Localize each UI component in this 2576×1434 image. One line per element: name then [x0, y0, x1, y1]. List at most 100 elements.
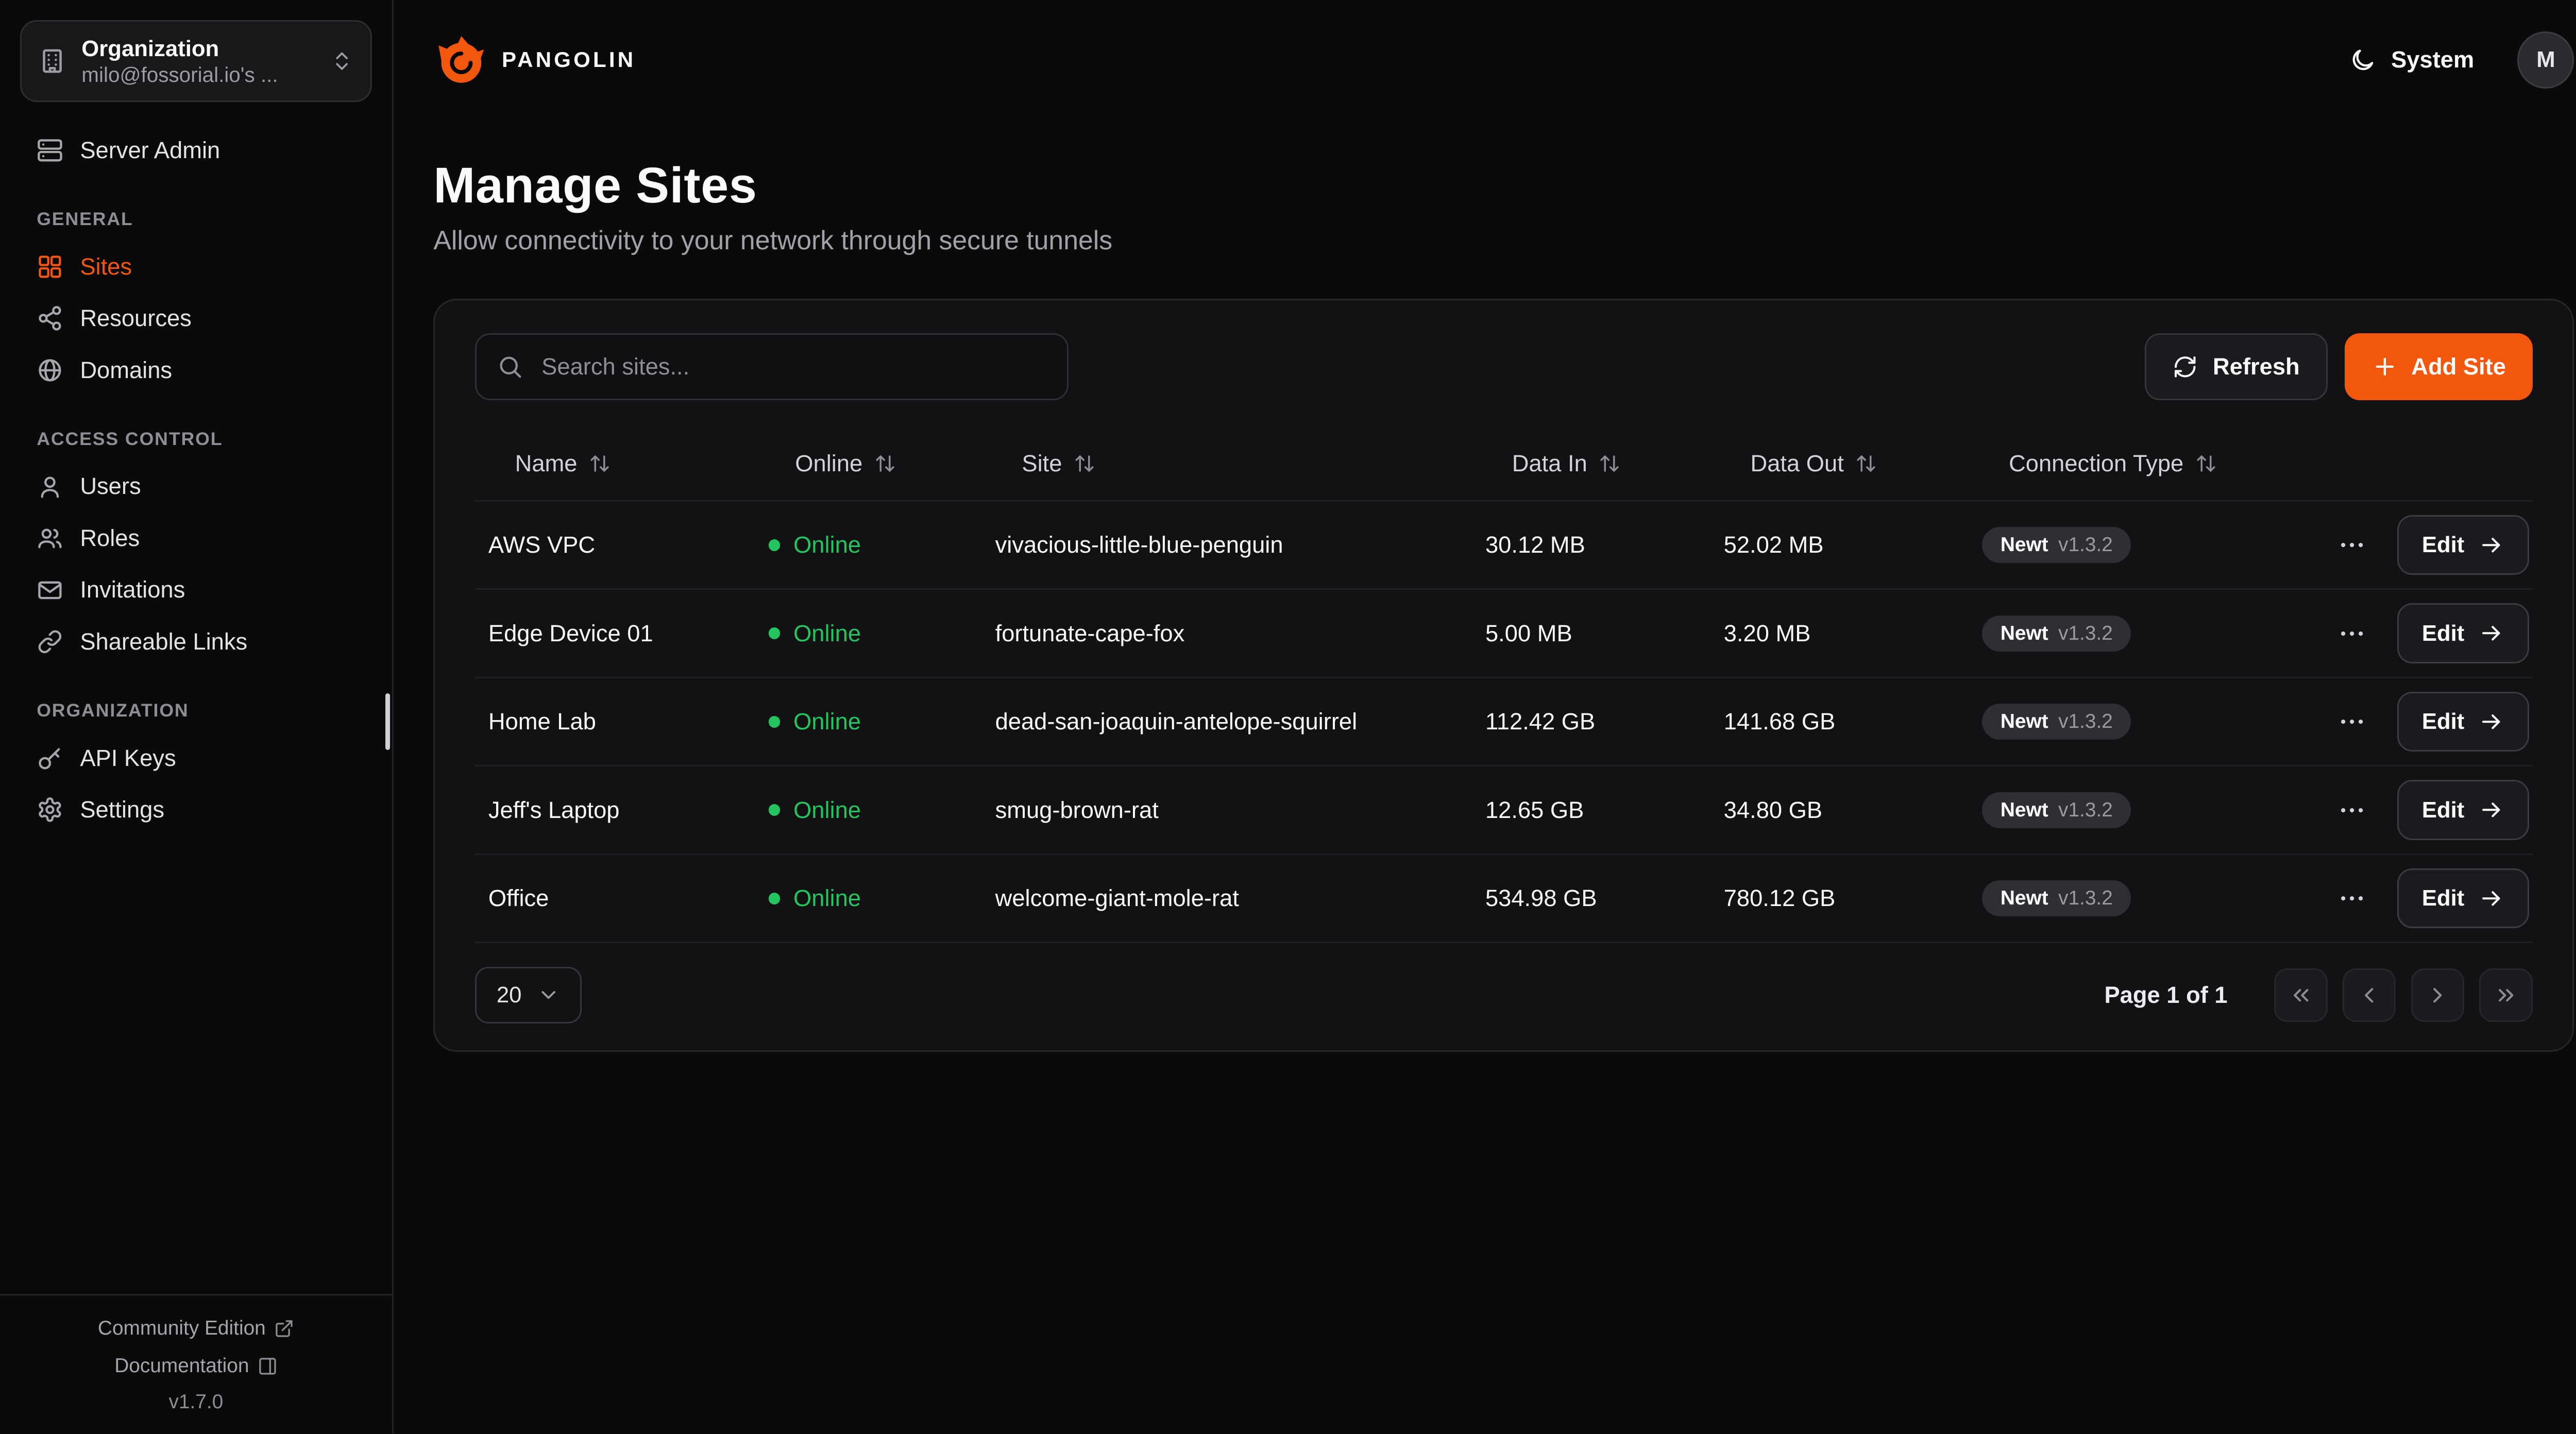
org-switcher-texts: Organization milo@fossorial.io's ... [81, 35, 315, 88]
cell-data-out: 34.80 GB [1723, 796, 1823, 823]
row-menu-button[interactable] [2330, 700, 2374, 743]
sidebar-item-invitations[interactable]: Invitations [20, 565, 372, 615]
column-label: Data Out [1750, 450, 1844, 476]
sidebar-item-resources[interactable]: Resources [20, 294, 372, 344]
edit-button[interactable]: Edit [2397, 780, 2530, 840]
add-site-label: Add Site [2411, 353, 2506, 380]
pagination-first-icon [2289, 983, 2314, 1008]
pagination-buttons [2274, 968, 2533, 1022]
online-label: Online [793, 796, 861, 823]
cell-online: Online [755, 532, 982, 558]
column-header-data-out[interactable]: Data Out [1710, 449, 1969, 479]
edit-button[interactable]: Edit [2397, 603, 2530, 663]
connection-name: Newt [2000, 534, 2048, 556]
connection-type-badge: Newt v1.3.2 [1982, 880, 2131, 917]
sidebar-item-settings[interactable]: Settings [20, 785, 372, 835]
documentation-link[interactable]: Documentation [105, 1353, 287, 1379]
toolbar-actions: Refresh Add Site [2144, 333, 2533, 400]
column-header-site[interactable]: Site [982, 449, 1472, 479]
sidebar-section-access-control: ACCESS CONTROL [37, 429, 223, 450]
edit-button[interactable]: Edit [2397, 691, 2530, 752]
column-header-online[interactable]: Online [755, 449, 982, 479]
organization-icon [38, 47, 66, 75]
row-menu-button[interactable] [2330, 877, 2374, 920]
page-size-chevron-icon [537, 983, 560, 1006]
cell-actions: Edit [2239, 691, 2533, 752]
edit-arrow-icon [2479, 797, 2504, 823]
sidebar-item-label: Invitations [80, 576, 185, 603]
sidebar-item-users[interactable]: Users [20, 462, 372, 511]
page-content: Manage Sites Allow connectivity to your … [394, 120, 2576, 1091]
column-header-name[interactable]: Name [475, 449, 755, 479]
sidebar-item-server-admin[interactable]: Server Admin [20, 125, 372, 175]
pagination-prev-button[interactable] [2342, 968, 2396, 1022]
server-admin-icon [37, 137, 63, 164]
refresh-icon [2173, 354, 2198, 380]
column-label: Site [1022, 450, 1062, 476]
refresh-label: Refresh [2213, 353, 2300, 380]
edit-button[interactable]: Edit [2397, 868, 2530, 929]
avatar[interactable]: M [2517, 31, 2574, 89]
edit-label: Edit [2421, 885, 2465, 911]
page-title: Manage Sites [433, 157, 757, 214]
column-header-data-in[interactable]: Data In [1472, 449, 1710, 479]
cell-actions: Edit [2239, 515, 2533, 575]
cell-actions: Edit [2239, 603, 2533, 663]
sidebar-item-api-keys[interactable]: API Keys [20, 733, 372, 783]
brand[interactable]: PANGOLIN [433, 33, 636, 87]
edit-arrow-icon [2479, 886, 2504, 911]
sidebar-item-sites[interactable]: Sites [20, 242, 372, 292]
page-info: Page 1 of 1 [2104, 981, 2228, 1008]
row-menu-button[interactable] [2330, 523, 2374, 567]
theme-toggle[interactable]: System [2340, 45, 2484, 75]
sort-icon [2195, 453, 2217, 474]
cell-data-in: 5.00 MB [1485, 620, 1572, 646]
table-row: Edge Device 01 Online fortunate-cape-fox… [475, 588, 2533, 677]
users-icon [37, 473, 63, 500]
search-input[interactable] [538, 351, 1047, 382]
row-menu-button[interactable] [2330, 612, 2374, 655]
pagination-first-button[interactable] [2274, 968, 2328, 1022]
edit-label: Edit [2421, 709, 2465, 735]
shareable-links-icon [37, 628, 63, 655]
edit-button[interactable]: Edit [2397, 515, 2530, 575]
cell-connection-type: Newt v1.3.2 [1969, 704, 2239, 740]
sidebar: Organization milo@fossorial.io's ... Ser… [0, 0, 394, 1433]
pagination-next-icon [2425, 983, 2450, 1008]
column-label: Connection Type [2009, 450, 2184, 476]
sidebar-item-label: API Keys [80, 744, 176, 771]
column-header-connection-type[interactable]: Connection Type [1969, 449, 2239, 479]
cell-name: AWS VPC [488, 532, 596, 558]
row-menu-icon [2337, 883, 2367, 913]
sort-icon [1855, 453, 1877, 474]
online-dot [768, 804, 781, 816]
table-header: Name Online Site Data In [475, 427, 2533, 500]
org-switcher[interactable]: Organization milo@fossorial.io's ... [20, 20, 372, 103]
pagination-last-icon [2494, 983, 2519, 1008]
topbar: PANGOLIN System M [394, 0, 2576, 120]
online-dot [768, 715, 781, 728]
online-label: Online [793, 620, 861, 646]
connection-name: Newt [2000, 622, 2048, 644]
sidebar-item-domains[interactable]: Domains [20, 345, 372, 395]
sidebar-scrollbar[interactable] [385, 693, 391, 750]
pagination-next-button[interactable] [2411, 968, 2465, 1022]
connection-name: Newt [2000, 798, 2048, 821]
add-site-button[interactable]: Add Site [2344, 333, 2533, 400]
community-edition-label: Community Edition [97, 1317, 266, 1340]
cell-name: Jeff's Laptop [488, 796, 620, 823]
cell-actions: Edit [2239, 868, 2533, 929]
sidebar-item-shareable-links[interactable]: Shareable Links [20, 617, 372, 667]
table-row: AWS VPC Online vivacious-little-blue-pen… [475, 500, 2533, 589]
pagination-last-button[interactable] [2479, 968, 2533, 1022]
cell-name: Office [488, 885, 549, 912]
page-size-select[interactable]: 20 [475, 966, 582, 1023]
connection-version: v1.3.2 [2058, 887, 2113, 910]
sidebar-item-roles[interactable]: Roles [20, 513, 372, 563]
community-edition-link[interactable]: Community Edition [88, 1316, 304, 1341]
refresh-button[interactable]: Refresh [2144, 333, 2328, 400]
connection-version: v1.3.2 [2058, 534, 2113, 556]
row-menu-button[interactable] [2330, 789, 2374, 832]
online-label: Online [793, 532, 861, 558]
cell-online: Online [755, 620, 982, 647]
